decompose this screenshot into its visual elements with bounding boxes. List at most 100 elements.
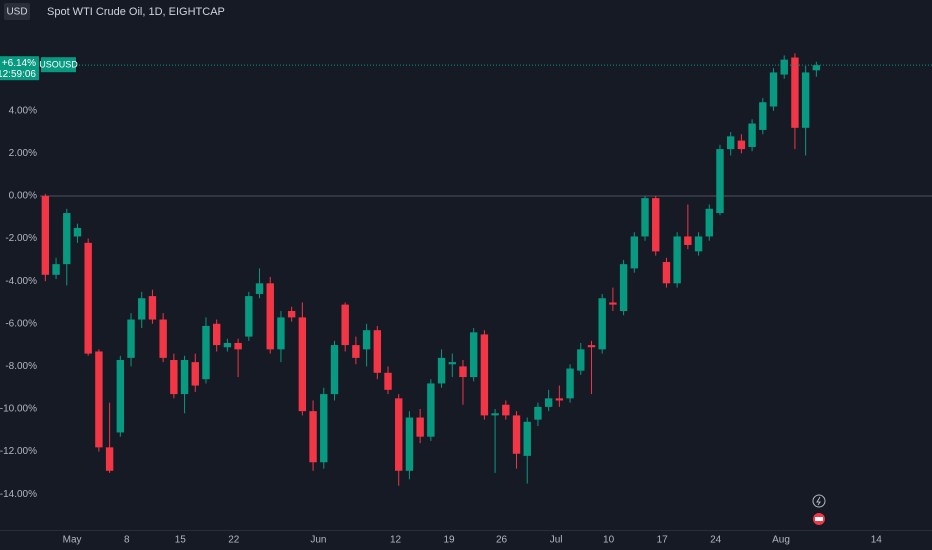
candle-body (255, 283, 264, 294)
candle-body (780, 59, 788, 75)
y-tick-label: -12.00% (0, 446, 37, 457)
candle-body (352, 345, 360, 358)
candle-body (619, 264, 628, 312)
candle-body (95, 351, 103, 448)
candle-body (395, 398, 403, 471)
y-tick-label: -8.00% (5, 361, 37, 372)
candle-body (512, 415, 521, 454)
x-tick-label: 12 (390, 535, 402, 546)
candle-body (202, 325, 210, 380)
candle-body (437, 357, 446, 384)
candle-body (384, 372, 392, 390)
x-tick-label: May (63, 535, 82, 546)
y-tick-label: -6.00% (5, 318, 37, 329)
candle-body (373, 330, 382, 373)
x-tick-label: Jul (550, 535, 563, 546)
candle-body (673, 236, 681, 284)
candle-body (812, 65, 821, 71)
currency[interactable]: USD (6, 7, 27, 18)
candle-body (448, 362, 456, 365)
candle-body (801, 72, 810, 128)
candle-body (277, 317, 285, 350)
event-icon-flag (815, 517, 823, 521)
y-tick-label: -10.00% (0, 404, 37, 415)
candle-body (159, 319, 167, 358)
candle-body (427, 383, 435, 437)
x-tick-label: Jun (310, 535, 326, 546)
candle-body (180, 360, 189, 395)
candle-body (191, 362, 199, 386)
candle-body (116, 360, 125, 433)
candle-body (405, 417, 414, 471)
candle-body (544, 398, 553, 407)
symbol-box (41, 57, 76, 73)
y-tick-label: -4.00% (5, 276, 37, 287)
candle-body (502, 404, 510, 416)
candle-body (416, 417, 424, 437)
x-tick-label: 19 (443, 535, 455, 546)
candle-body (309, 411, 317, 463)
candle-body (223, 342, 232, 348)
candle-body (245, 296, 253, 337)
candle-body (791, 57, 799, 128)
candle-body (362, 330, 371, 350)
x-tick-label: 26 (496, 535, 508, 546)
candle-body (737, 140, 746, 150)
x-tick-label: 10 (603, 535, 615, 546)
candle-body (705, 208, 713, 237)
symbol-label: USOUSD (39, 60, 78, 70)
candle-body (330, 345, 339, 395)
currency-box[interactable] (4, 3, 30, 20)
chart-title: Spot WTI Crude Oil, 1D, EIGHTCAP (47, 6, 225, 18)
candle-body (577, 349, 585, 371)
candle-body (662, 262, 671, 284)
x-tick-label: 15 (175, 535, 187, 546)
candle-body (694, 236, 703, 252)
candle-body (287, 311, 296, 318)
candle-body (105, 447, 114, 471)
candle-body (320, 394, 328, 463)
candle-body (523, 421, 531, 456)
x-tick-label: Aug (772, 535, 790, 546)
y-tick-label: 2.00% (9, 148, 37, 159)
candle-body (266, 283, 274, 350)
candle-body (641, 198, 649, 237)
candle-body (748, 123, 756, 147)
candle-body (769, 72, 778, 107)
candle-body (726, 136, 735, 150)
candle-body (630, 236, 639, 269)
candle-body (63, 213, 71, 265)
candle-body (480, 334, 489, 416)
event-icon[interactable] (812, 494, 826, 508)
candle-body (41, 195, 50, 275)
y-tick-label: 4.00% (9, 105, 37, 116)
candle-body (341, 304, 349, 346)
candle-body (534, 406, 542, 420)
candle-body (609, 302, 617, 305)
x-tick-label: 17 (657, 535, 669, 546)
y-tick-label: -14.00% (0, 489, 37, 500)
y-tick-label: -2.00% (5, 233, 37, 244)
candle-body (170, 360, 178, 395)
last-price-box (0, 56, 39, 81)
candle-body (148, 296, 157, 320)
candle-body (52, 264, 60, 275)
candle-body (459, 366, 467, 378)
candle-body (234, 342, 242, 350)
candle-body (469, 332, 478, 378)
x-tick-label: 8 (124, 535, 130, 546)
candle-body (127, 319, 135, 358)
candle-body (566, 368, 574, 399)
candle-body (716, 149, 724, 214)
candle-body (759, 102, 767, 130)
y-tick-label: 0.00% (9, 191, 37, 202)
candle-body (652, 198, 660, 252)
last-price-label: +6.14% (2, 58, 36, 69)
candle-body (555, 398, 564, 401)
countdown: 12:59:06 (0, 69, 36, 80)
event-icon-bolt (816, 496, 821, 506)
candle-body (598, 298, 606, 350)
candle-body (212, 323, 221, 346)
candle-body (684, 236, 692, 245)
